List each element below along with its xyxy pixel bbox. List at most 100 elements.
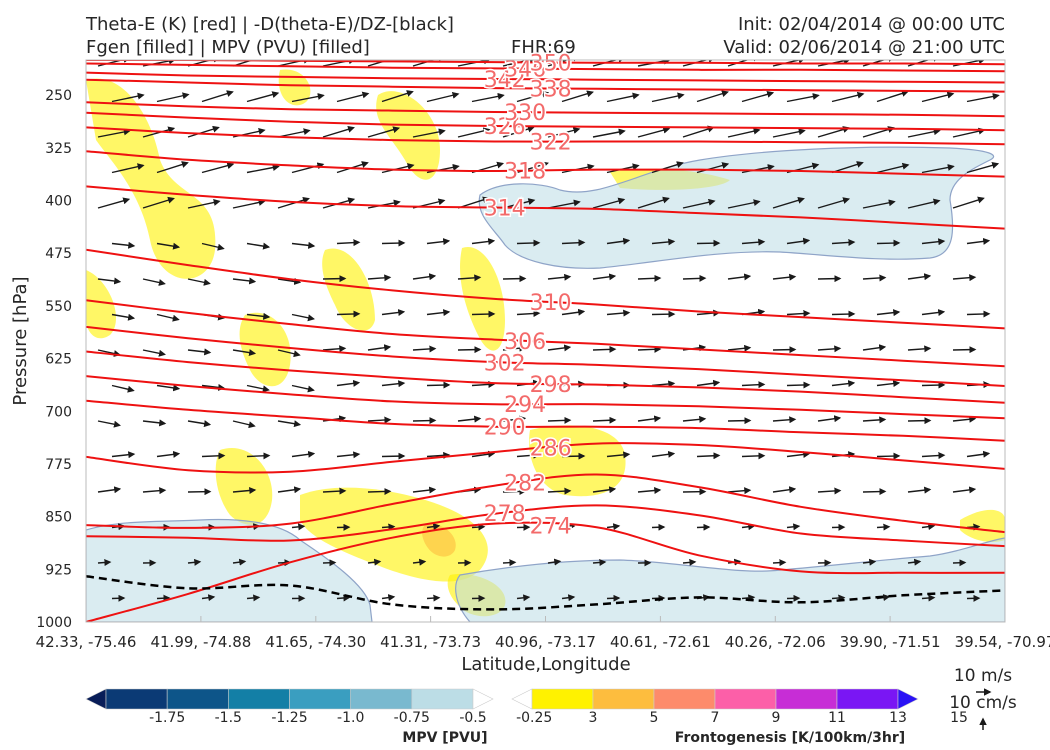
wind-vector [547, 127, 581, 138]
fgen-fill [86, 270, 117, 339]
wind-vector [246, 91, 280, 103]
theta-e-contour-330 [86, 101, 1005, 118]
forecast-hour: FHR:69 [511, 37, 576, 58]
wind-vector [862, 199, 896, 209]
colorbar-swatch [531, 688, 594, 710]
wind-vector [786, 237, 811, 245]
wind-vector [741, 523, 756, 531]
wind-vector [471, 310, 496, 318]
wind-vector [367, 416, 392, 424]
wind-vector [412, 558, 427, 566]
theta-e-label: 294 [504, 393, 546, 418]
wind-vector [907, 417, 932, 425]
wind-vector [367, 487, 392, 495]
y-tick-label: 475 [45, 246, 72, 262]
init-time: Init: 02/04/2014 @ 00:00 UTC [737, 14, 1005, 35]
theta-e-label: 310 [530, 291, 572, 316]
wind-vector [457, 415, 482, 423]
wind-vector [187, 348, 212, 356]
wind-vectors [97, 60, 1000, 602]
wind-vector [592, 128, 626, 138]
wind-vector [651, 161, 684, 174]
wind-vector [246, 452, 271, 460]
wind-vector [381, 90, 414, 103]
wind-vector [831, 161, 864, 174]
wind-vector [201, 90, 234, 103]
wind-vector [592, 486, 617, 494]
wind-vector [97, 197, 131, 209]
wind-vector [547, 558, 562, 566]
wind-vector [187, 278, 211, 286]
wind-vector [696, 379, 721, 387]
colorbar-tick-label: -0.5 [459, 710, 486, 726]
colorbar-tick-label: 11 [828, 710, 846, 726]
fgen-fill [300, 487, 488, 582]
wind-vector [156, 450, 181, 458]
wind-vector [741, 381, 766, 389]
wind-vector [97, 277, 122, 285]
wind-vector [966, 237, 991, 245]
valid-time: Valid: 02/06/2014 @ 21:00 UTC [723, 37, 1005, 58]
theta-e-contour-274 [86, 521, 1005, 622]
colorbar-swatch [105, 688, 168, 710]
colorbar-swatch [836, 688, 899, 710]
wind-vector [637, 196, 670, 209]
y-tick-label: 775 [45, 457, 72, 473]
theta-e-contour-338 [86, 78, 1005, 93]
contour-labels: 2742782822862902942983023063103143183223… [482, 50, 573, 541]
wind-vector [592, 197, 626, 209]
wind-vector [952, 196, 985, 209]
wind-vector [426, 381, 451, 389]
wind-vector [786, 310, 811, 318]
wind-vector [111, 313, 136, 321]
wind-vector [232, 487, 257, 494]
wind-vector [547, 487, 572, 495]
wind-vector [277, 196, 310, 209]
wind-vector [876, 523, 891, 531]
wind-vector [606, 451, 631, 459]
theta-e-label: 338 [530, 78, 572, 103]
colorbar-swatch [897, 688, 919, 710]
wind-vector [561, 239, 586, 247]
wind-vector [921, 594, 936, 602]
x-tick-label: 41.31, -73.73 [380, 633, 481, 651]
colorbar-tick-label: 7 [711, 710, 720, 726]
wind-vector [156, 594, 171, 602]
filled-fields [86, 69, 1005, 622]
colorbar-swatch [411, 688, 474, 710]
x-tick-label: 40.26, -72.06 [725, 633, 826, 651]
mpv-colorbar: -1.75 -1.5 -1.25 -1.0 -0.75 -0.5 -0.25 [85, 688, 552, 726]
wind-vector [831, 380, 856, 388]
wind-vector [156, 161, 189, 174]
wind-vector [111, 92, 145, 103]
theta-e-label: 342 [484, 68, 526, 93]
y-tick-label: 925 [45, 562, 72, 578]
wind-vector [367, 126, 401, 138]
wind-vector [606, 523, 621, 531]
wind-vector [741, 594, 756, 602]
theta-e-label: 286 [530, 436, 572, 461]
wind-vector [727, 127, 761, 138]
wind-vector [727, 417, 752, 425]
wind-vector [907, 128, 941, 138]
wind-vector [966, 161, 1000, 174]
wind-vector [907, 273, 932, 281]
wind-vector [561, 452, 586, 460]
wind-vector [772, 346, 797, 354]
wind-vector [336, 379, 361, 387]
wind-vector [156, 242, 181, 250]
theta-e-contour-314 [86, 185, 1005, 230]
vector-key-horizontal: 10 m/s [954, 666, 1012, 686]
wind-vector [682, 558, 697, 566]
wind-vector [831, 91, 865, 103]
wind-vector [232, 558, 247, 566]
wind-vector [772, 196, 805, 209]
theta-e-contour-298 [86, 350, 1005, 404]
wind-vector [97, 420, 121, 428]
wind-vector [502, 344, 527, 352]
wind-vector [412, 417, 437, 425]
theta-e-contour-322 [86, 126, 1005, 146]
wind-vector [637, 415, 662, 423]
y-tick-label: 1000 [36, 615, 72, 631]
wind-vector [426, 309, 451, 317]
